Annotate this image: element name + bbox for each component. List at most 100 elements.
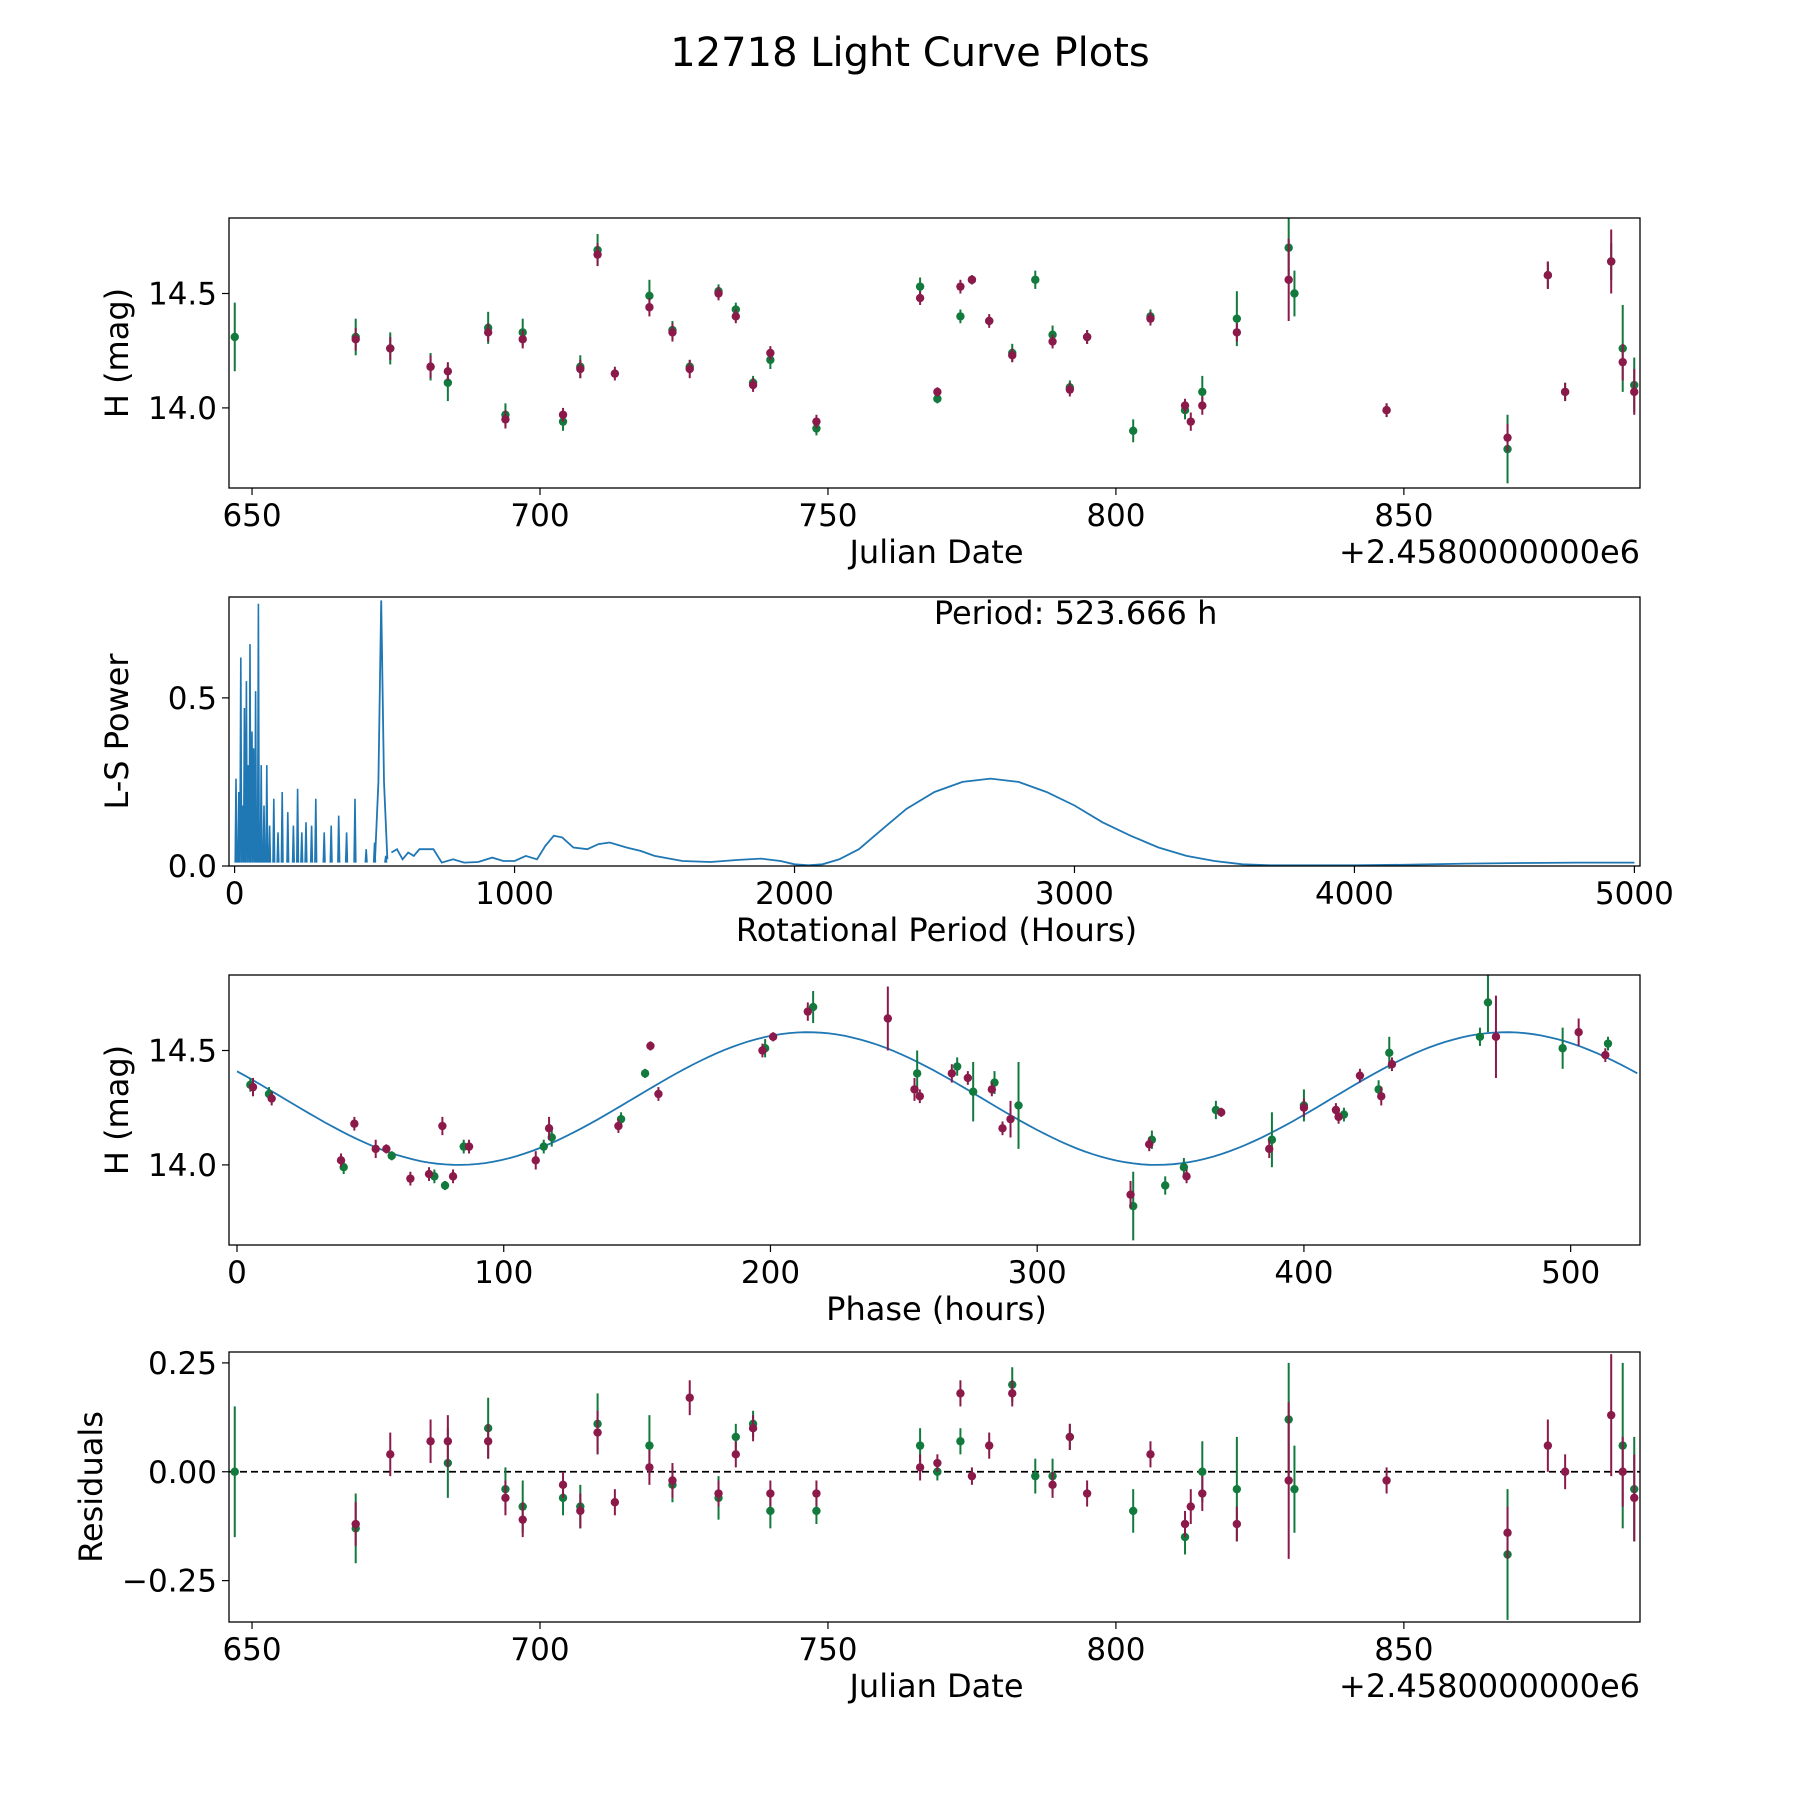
magenta-data-point [933, 387, 942, 397]
magenta-data-point [1126, 1190, 1135, 1199]
magenta-data-point [1065, 1432, 1075, 1442]
green-data-point [933, 394, 942, 403]
x-tick-label: 500 [1541, 1255, 1600, 1291]
periodogram-spikes [234, 603, 388, 863]
light-curve-plot-area [230, 218, 1639, 484]
magenta-data-point [1491, 1032, 1501, 1041]
magenta-data-point [685, 1393, 694, 1402]
magenta-data-point [1543, 1441, 1553, 1450]
magenta-data-point [1618, 357, 1627, 367]
phased-curve-y-ticks: 14.0 14.5 [148, 1034, 229, 1184]
magenta-data-point [956, 282, 965, 291]
magenta-data-point [576, 364, 585, 374]
green-data-point [956, 1437, 965, 1446]
green-data-point [387, 1151, 396, 1160]
x-tick-label: 850 [1374, 1632, 1433, 1668]
green-data-point [915, 282, 925, 291]
light-curve-y-ticks: 14.0 14.5 [148, 277, 229, 427]
magenta-data-point [1560, 1467, 1570, 1476]
magenta-data-point [518, 335, 527, 344]
x-tick-label: 650 [222, 498, 281, 534]
magenta-data-point [336, 1156, 346, 1165]
magenta-data-point [910, 1085, 919, 1094]
green-data-point [1198, 387, 1207, 397]
magenta-data-point [998, 1124, 1007, 1133]
magenta-data-point [1377, 1092, 1386, 1101]
green-data-point [766, 1506, 775, 1516]
phased-curve-axes-frame [228, 974, 1641, 1246]
phased-curve-y-label: H (mag) [98, 1045, 136, 1175]
magenta-data-point [518, 1515, 527, 1524]
magenta-data-point [576, 1506, 585, 1516]
magenta-data-point [1232, 1519, 1242, 1529]
magenta-data-point [1560, 387, 1570, 397]
x-tick-label: 700 [510, 1632, 569, 1668]
x-tick-label: 4000 [1315, 876, 1394, 912]
magenta-data-point [1048, 1480, 1057, 1490]
y-tick-label: 14.5 [148, 1034, 217, 1070]
period-annotation: Period: 523.666 h [934, 594, 1218, 632]
green-data-point [812, 1506, 821, 1516]
magenta-data-point [1543, 271, 1553, 280]
green-data-point [968, 1087, 978, 1096]
magenta-data-point [1334, 1112, 1343, 1122]
magenta-data-point [351, 335, 360, 344]
magenta-data-point [371, 1144, 380, 1154]
residuals-y-ticks: 0.25 0.00 −0.25 [122, 1346, 229, 1600]
magenta-data-point [768, 1032, 778, 1041]
magenta-data-point [443, 367, 453, 376]
green-data-point [1232, 314, 1242, 323]
magenta-data-point [766, 1489, 775, 1498]
x-tick-label: 2000 [755, 876, 834, 912]
magenta-data-point [558, 1480, 568, 1490]
magenta-data-point [1382, 406, 1391, 415]
magenta-data-point [915, 1092, 925, 1101]
magenta-data-point [382, 1144, 391, 1154]
green-data-point [952, 1062, 962, 1071]
magenta-data-point [714, 1489, 723, 1498]
x-tick-label: 700 [510, 498, 569, 534]
magenta-data-point [406, 1174, 415, 1183]
periodogram-y-ticks: 0.0 0.5 [168, 681, 229, 885]
green-data-point [440, 1181, 450, 1190]
magenta-data-point [1082, 332, 1092, 342]
magenta-data-point [483, 328, 493, 337]
green-data-point [1031, 275, 1040, 284]
magenta-data-point [915, 1463, 925, 1472]
magenta-data-point [987, 1085, 997, 1094]
green-data-point [1558, 1044, 1567, 1053]
periodogram-axes-frame [228, 596, 1641, 867]
magenta-data-point [1146, 314, 1155, 323]
magenta-data-point [1630, 387, 1639, 397]
green-data-point [645, 291, 654, 300]
magenta-data-point [1630, 1493, 1639, 1503]
x-tick-label: 3000 [1035, 876, 1114, 912]
magenta-data-point [1284, 275, 1293, 284]
magenta-data-point [1180, 1519, 1190, 1529]
light-curve-x-label: Julian Date [847, 533, 1023, 571]
green-data-point [1475, 1032, 1485, 1041]
magenta-data-point [1265, 1144, 1274, 1154]
magenta-data-point [593, 1428, 602, 1437]
magenta-data-point [967, 1471, 977, 1481]
magenta-data-point [963, 1073, 973, 1083]
magenta-data-point [1186, 1502, 1195, 1511]
residuals-offset-text: +2.4580000000e6 [1339, 1667, 1640, 1705]
magenta-data-point [883, 1014, 893, 1023]
magenta-data-point [1006, 1114, 1015, 1124]
magenta-data-point [558, 410, 568, 419]
x-tick-label: 850 [1374, 498, 1433, 534]
x-tick-label: 750 [798, 1632, 857, 1668]
green-data-point [539, 1142, 548, 1151]
green-data-point [1483, 998, 1493, 1007]
magenta-data-point [593, 250, 602, 259]
magenta-data-point [501, 415, 510, 424]
magenta-data-point [1048, 337, 1057, 346]
y-tick-label: 14.0 [148, 1148, 217, 1184]
green-data-point [443, 378, 453, 387]
magenta-data-point [386, 344, 395, 353]
green-data-point [1128, 1506, 1138, 1516]
magenta-data-point [1387, 1060, 1397, 1069]
magenta-data-point [1574, 1028, 1583, 1037]
